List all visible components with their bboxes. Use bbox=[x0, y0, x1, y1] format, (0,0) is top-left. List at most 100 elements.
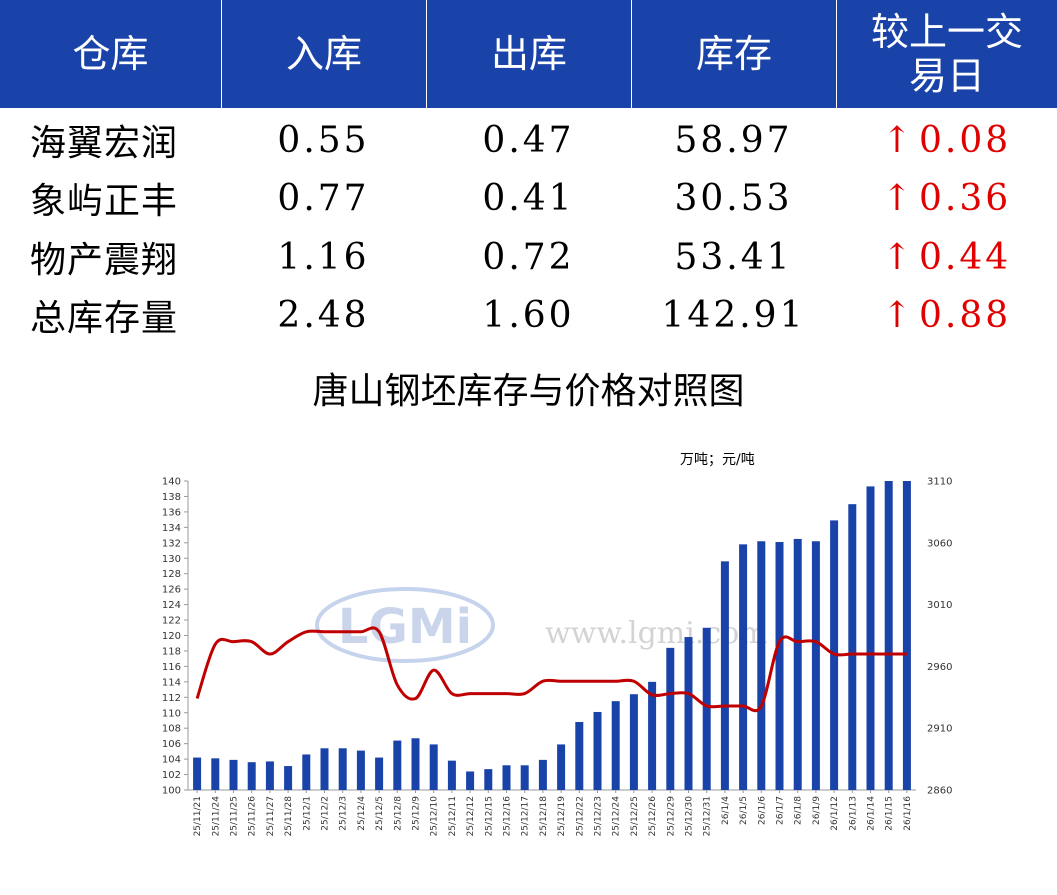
bar bbox=[775, 542, 784, 790]
inbound-value: 2.48 bbox=[277, 294, 370, 336]
left-tick-label: 100 bbox=[162, 786, 181, 797]
bar bbox=[520, 765, 529, 790]
change-value: ↑ 0.88 bbox=[836, 286, 1057, 344]
bar bbox=[411, 738, 420, 790]
x-tick-label: 25/12/16 bbox=[503, 796, 513, 837]
bar bbox=[648, 681, 657, 790]
x-tick-label: 25/12/3 bbox=[339, 796, 349, 831]
x-tick-label: 25/11/28 bbox=[284, 796, 294, 837]
change-value: ↑ 0.44 bbox=[836, 228, 1057, 286]
left-tick-label: 112 bbox=[162, 693, 181, 704]
bar bbox=[702, 627, 711, 790]
bar bbox=[284, 766, 293, 790]
x-tick-label: 26/1/12 bbox=[830, 796, 840, 831]
right-tick-label: 3010 bbox=[927, 600, 952, 611]
x-tick-label: 25/12/17 bbox=[521, 796, 531, 836]
bar bbox=[211, 758, 220, 790]
bar bbox=[393, 740, 402, 790]
bar bbox=[538, 759, 547, 790]
x-tick-label: 25/12/2 bbox=[321, 796, 331, 831]
table-row: 物产震翔 1.16 0.72 53.41 ↑ 0.44 bbox=[0, 228, 1057, 286]
x-tick-label: 26/1/8 bbox=[794, 796, 804, 825]
left-tick-label: 124 bbox=[162, 600, 181, 611]
stock-value: 30.53 bbox=[674, 177, 793, 219]
bar bbox=[739, 544, 748, 790]
left-tick-label: 130 bbox=[162, 554, 181, 565]
bar bbox=[193, 757, 202, 790]
x-tick-label: 25/11/24 bbox=[211, 796, 221, 837]
inbound-value: 0.55 bbox=[277, 119, 370, 161]
change-number: 0.44 bbox=[919, 236, 1012, 278]
price-line bbox=[195, 626, 907, 713]
outbound-value: 0.47 bbox=[482, 119, 575, 161]
left-tick-label: 106 bbox=[162, 739, 181, 750]
x-tick-label: 26/1/7 bbox=[776, 796, 786, 825]
stock-value: 58.97 bbox=[674, 119, 793, 161]
left-tick-label: 140 bbox=[162, 477, 181, 488]
bar bbox=[265, 761, 274, 790]
left-tick-label: 114 bbox=[162, 677, 181, 688]
inbound-value: 1.16 bbox=[277, 236, 370, 278]
x-tick-label: 25/11/21 bbox=[193, 796, 203, 836]
bar bbox=[466, 771, 475, 790]
stock-value: 53.41 bbox=[674, 236, 793, 278]
x-tick-label: 25/12/19 bbox=[557, 796, 567, 837]
warehouse-name: 海翼宏润 bbox=[30, 123, 179, 164]
up-arrow-icon: ↑ bbox=[881, 177, 915, 219]
watermark-logo-ring bbox=[315, 587, 495, 663]
x-tick-label: 26/1/9 bbox=[812, 796, 822, 825]
bar bbox=[611, 701, 620, 790]
bar bbox=[375, 757, 384, 790]
x-tick-label: 26/1/16 bbox=[903, 796, 913, 831]
header-stock: 库存 bbox=[631, 0, 836, 108]
change-number: 0.88 bbox=[919, 294, 1012, 336]
x-tick-label: 25/12/9 bbox=[412, 796, 422, 831]
change-number: 0.08 bbox=[919, 119, 1012, 161]
change-value: ↑ 0.36 bbox=[836, 169, 1057, 227]
bar bbox=[447, 760, 456, 790]
bar bbox=[356, 750, 365, 790]
left-tick-label: 138 bbox=[162, 492, 181, 503]
bar bbox=[429, 744, 438, 790]
bar bbox=[684, 637, 693, 790]
left-tick-label: 102 bbox=[162, 770, 181, 781]
left-tick-label: 108 bbox=[162, 724, 181, 735]
x-tick-label: 25/12/11 bbox=[448, 796, 458, 836]
warehouse-name: 象屿正丰 bbox=[30, 181, 179, 222]
x-tick-label: 25/12/4 bbox=[357, 796, 367, 831]
up-arrow-icon: ↑ bbox=[881, 236, 915, 278]
watermark-logo: LGMi bbox=[338, 599, 472, 655]
x-tick-label: 25/12/5 bbox=[375, 796, 385, 831]
x-tick-label: 25/12/18 bbox=[539, 796, 549, 837]
watermark-url: www.lgmi.com bbox=[545, 616, 768, 651]
x-tick-label: 26/1/15 bbox=[885, 796, 895, 831]
bar bbox=[302, 754, 311, 790]
x-tick-label: 25/12/12 bbox=[466, 796, 476, 836]
header-warehouse: 仓库 bbox=[72, 32, 149, 76]
bar bbox=[502, 765, 511, 790]
warehouse-name: 物产震翔 bbox=[30, 240, 179, 281]
header-inbound: 入库 bbox=[221, 0, 426, 108]
left-tick-label: 104 bbox=[162, 755, 181, 766]
x-tick-label: 26/1/4 bbox=[721, 796, 731, 825]
x-tick-label: 25/12/1 bbox=[302, 796, 312, 831]
x-tick-label: 26/1/6 bbox=[757, 796, 767, 825]
header-outbound: 出库 bbox=[426, 0, 631, 108]
header-change: 较上一交易日 bbox=[836, 0, 1057, 108]
right-tick-label: 3110 bbox=[927, 477, 952, 488]
unit-label: 万吨；元/吨 bbox=[680, 452, 755, 468]
left-tick-label: 134 bbox=[162, 523, 181, 534]
bar bbox=[902, 481, 911, 790]
bar bbox=[557, 744, 566, 790]
right-tick-label: 2960 bbox=[927, 662, 952, 673]
line-series bbox=[195, 626, 907, 713]
x-tick-labels: 25/11/21 25/11/24 25/11/25 25/11/26 25/11/27… bbox=[193, 790, 913, 836]
left-tick-label: 126 bbox=[162, 585, 181, 596]
bar bbox=[629, 694, 638, 790]
left-tick-label: 132 bbox=[162, 538, 181, 549]
x-tick-label: 25/12/8 bbox=[393, 796, 403, 831]
bar bbox=[484, 769, 493, 790]
chart-title: 唐山钢坯库存与价格对照图 bbox=[312, 371, 745, 412]
left-tick-label: 120 bbox=[162, 631, 181, 642]
